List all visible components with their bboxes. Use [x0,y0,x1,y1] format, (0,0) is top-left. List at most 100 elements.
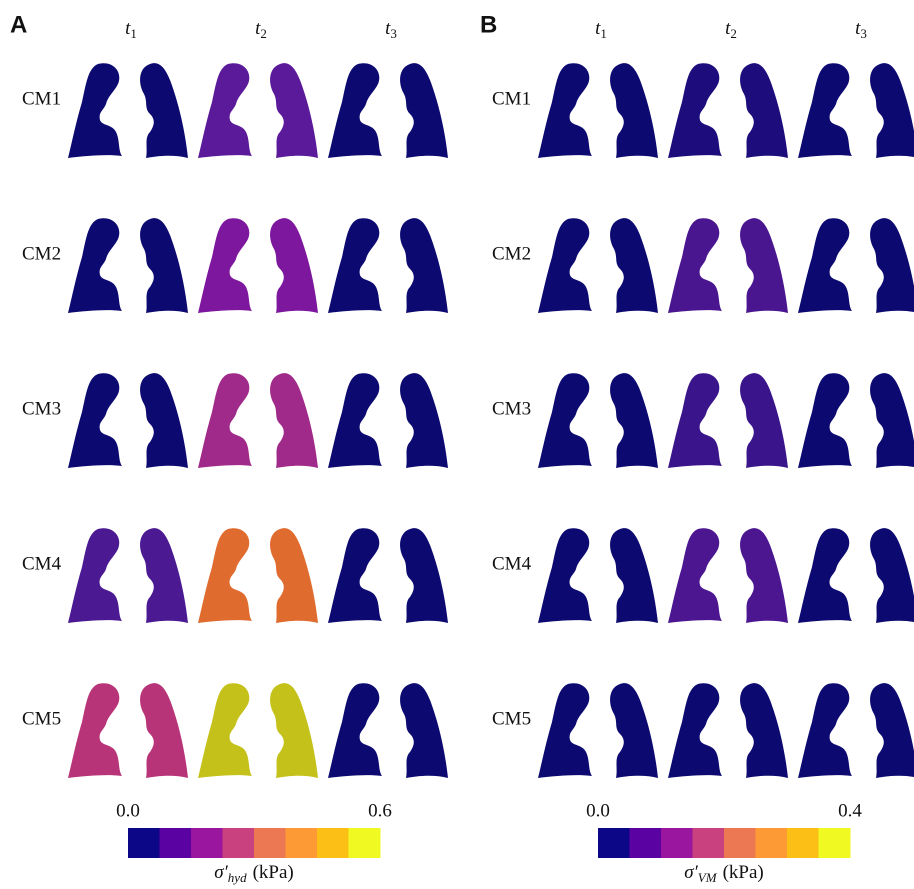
lung-left [538,683,592,778]
lung-left [538,63,592,158]
colorbar-sub: VM [698,870,718,885]
row-label: CM4 [22,553,62,574]
lung-right [400,218,448,313]
lung-left [198,683,252,778]
panel-letter: B [480,11,497,38]
lung-left [668,683,722,778]
lung-left [68,683,122,778]
lung-right [870,528,914,623]
column-sub: 3 [860,26,867,41]
row-label: CM4 [492,553,532,574]
lung-left [198,528,252,623]
column-header: t2 [255,18,267,41]
colorbar-max: 0.4 [838,800,862,821]
lung-right [740,218,788,313]
lung-left [668,373,722,468]
lung-left [198,63,252,158]
lung-left [798,63,852,158]
lung-left [538,528,592,623]
colorbar-swatch [223,828,255,858]
lung-left [68,218,122,313]
lung-left [798,218,852,313]
lung-right [270,218,318,313]
colorbar-swatch [630,828,662,858]
lung-right [870,63,914,158]
lung-right [270,373,318,468]
column-header: t3 [385,18,397,41]
lung-right [610,218,658,313]
colorbar-label: σ′VM (kPa) [684,862,763,885]
colorbar-max: 0.6 [368,800,392,821]
lung-right [270,63,318,158]
lung-right [610,683,658,778]
lung-left [198,218,252,313]
lung-right [400,683,448,778]
row-label: CM5 [22,708,61,729]
colorbar-swatch [254,828,286,858]
lung-right [400,373,448,468]
colorbar-symbol: σ′ [684,862,698,883]
lung-right [870,218,914,313]
colorbar-symbol: σ′ [214,862,228,883]
lung-left [328,528,382,623]
lung-right [400,63,448,158]
colorbar-swatch [191,828,223,858]
row-label: CM1 [492,88,531,109]
lung-left [328,63,382,158]
lung-left [798,528,852,623]
colorbar-min: 0.0 [586,800,610,821]
lung-right [140,528,188,623]
lung-right [400,528,448,623]
lung-left [328,683,382,778]
lung-right [270,528,318,623]
colorbar-swatch [317,828,349,858]
lung-left [668,63,722,158]
colorbar-swatch [286,828,318,858]
row-label: CM3 [22,398,61,419]
colorbar-swatch [598,828,630,858]
lung-right [740,683,788,778]
row-label: CM5 [492,708,531,729]
lung-right [870,373,914,468]
colorbar-sub: hyd [228,870,247,885]
lung-right [740,373,788,468]
colorbar-swatch [160,828,192,858]
lung-left [668,528,722,623]
lung-right [740,63,788,158]
lung-right [140,373,188,468]
colorbar-swatch [787,828,819,858]
column-header: t2 [725,18,737,41]
lung-right [740,528,788,623]
column-header: t1 [125,18,137,41]
lung-left [538,373,592,468]
colorbar-swatch [128,828,160,858]
column-sub: 1 [130,26,137,41]
lung-left [798,683,852,778]
row-label: CM2 [22,243,61,264]
column-sub: 3 [390,26,397,41]
row-label: CM2 [492,243,531,264]
lung-right [610,528,658,623]
column-sub: 1 [600,26,607,41]
lung-left [68,528,122,623]
column-sub: 2 [730,26,737,41]
lung-left [668,218,722,313]
lung-left [328,373,382,468]
colorbar-swatch [819,828,851,858]
lung-right [140,683,188,778]
lung-left [68,63,122,158]
lung-left [328,218,382,313]
colorbar-swatch [693,828,725,858]
row-label: CM3 [492,398,531,419]
lung-left [538,218,592,313]
colorbar-swatch [349,828,381,858]
column-header: t3 [855,18,867,41]
column-header: t1 [595,18,607,41]
lung-right [140,63,188,158]
colorbar-unit: (kPa) [253,862,294,883]
colorbar-unit: (kPa) [723,862,764,883]
panel-letter: A [10,11,27,38]
lung-right [140,218,188,313]
